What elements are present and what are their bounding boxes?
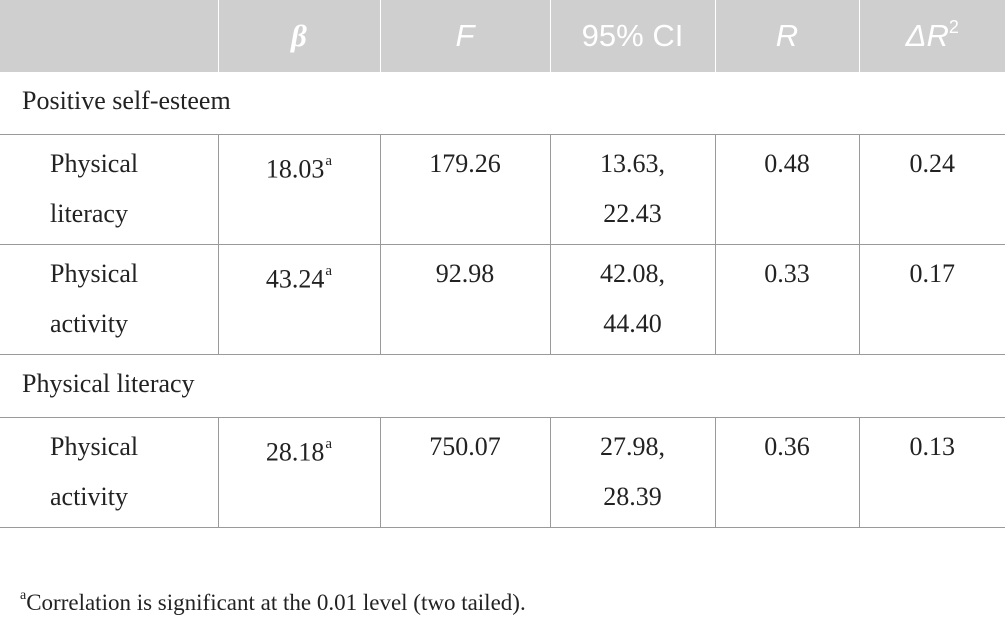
- table-row: Physical literacy 18.03a 179.26 13.63, 2…: [0, 134, 1005, 245]
- header-r-label: R: [775, 18, 799, 53]
- footnote-text: Correlation is significant at the 0.01 l…: [26, 590, 526, 615]
- ci-lower: 27.98,: [600, 432, 665, 461]
- header-cell-r: R: [714, 0, 859, 72]
- ci-upper: 22.43: [603, 199, 662, 228]
- table-body: Positive self-esteem Physical literacy 1…: [0, 72, 1005, 528]
- row-label: Physical activity: [0, 244, 219, 355]
- beta-value: 18.03: [265, 154, 325, 184]
- cell-ci: 13.63, 22.43: [549, 134, 716, 245]
- cell-r: 0.33: [714, 244, 860, 355]
- row-label: Physical literacy: [0, 134, 219, 245]
- row-label-line1: Physical: [50, 149, 139, 178]
- cell-beta: 28.18a: [217, 417, 381, 528]
- section-title: Positive self-esteem: [0, 72, 1005, 135]
- section-row-positive-self-esteem: Positive self-esteem: [0, 72, 1005, 135]
- beta-value: 28.18: [265, 437, 325, 467]
- header-ci-label: 95% CI: [581, 18, 684, 53]
- cell-beta: 18.03a: [217, 134, 381, 245]
- cell-f: 92.98: [379, 244, 551, 355]
- header-cell-delta-r2: ΔR2: [858, 0, 1005, 72]
- ci-lower: 13.63,: [600, 149, 665, 178]
- header-f-label: F: [455, 18, 475, 53]
- footnote-marker: a: [20, 588, 27, 604]
- header-cell-beta: β: [217, 0, 380, 72]
- section-title: Physical literacy: [0, 354, 1005, 418]
- header-delta-r-label: ΔR: [905, 18, 949, 53]
- beta-footnote-marker: a: [325, 436, 333, 452]
- ci-upper: 28.39: [603, 482, 662, 511]
- beta-footnote-marker: a: [325, 153, 333, 169]
- header-beta-label: β: [291, 18, 307, 53]
- cell-delta-r2: 0.17: [858, 244, 1005, 355]
- row-label-line2: activity: [50, 482, 128, 511]
- section-row-physical-literacy: Physical literacy: [0, 354, 1005, 418]
- row-label-line1: Physical: [50, 432, 139, 461]
- table-row: Physical activity 28.18a 750.07 27.98, 2…: [0, 417, 1005, 528]
- cell-ci: 27.98, 28.39: [549, 417, 716, 528]
- row-label: Physical activity: [0, 417, 219, 528]
- regression-table: β F 95% CI R ΔR2 Positive self-esteem Ph…: [0, 0, 1005, 528]
- table-footnote: aCorrelation is significant at the 0.01 …: [20, 588, 526, 616]
- ci-upper: 44.40: [603, 309, 662, 338]
- header-delta-r-superscript: 2: [948, 16, 959, 37]
- cell-r: 0.48: [714, 134, 860, 245]
- table-header: β F 95% CI R ΔR2: [0, 0, 1005, 72]
- header-cell-blank: [0, 0, 218, 72]
- header-cell-ci: 95% CI: [549, 0, 715, 72]
- cell-delta-r2: 0.24: [858, 134, 1005, 245]
- row-label-line2: activity: [50, 309, 128, 338]
- header-row: β F 95% CI R ΔR2: [0, 0, 1005, 72]
- cell-f: 179.26: [379, 134, 551, 245]
- beta-value: 43.24: [265, 264, 325, 294]
- row-label-line2: literacy: [50, 199, 128, 228]
- header-cell-f: F: [379, 0, 550, 72]
- cell-r: 0.36: [714, 417, 860, 528]
- beta-footnote-marker: a: [325, 263, 333, 279]
- row-label-line1: Physical: [50, 259, 139, 288]
- table-row: Physical activity 43.24a 92.98 42.08, 44…: [0, 244, 1005, 355]
- ci-lower: 42.08,: [600, 259, 665, 288]
- cell-f: 750.07: [379, 417, 551, 528]
- cell-delta-r2: 0.13: [858, 417, 1005, 528]
- cell-beta: 43.24a: [217, 244, 381, 355]
- cell-ci: 42.08, 44.40: [549, 244, 716, 355]
